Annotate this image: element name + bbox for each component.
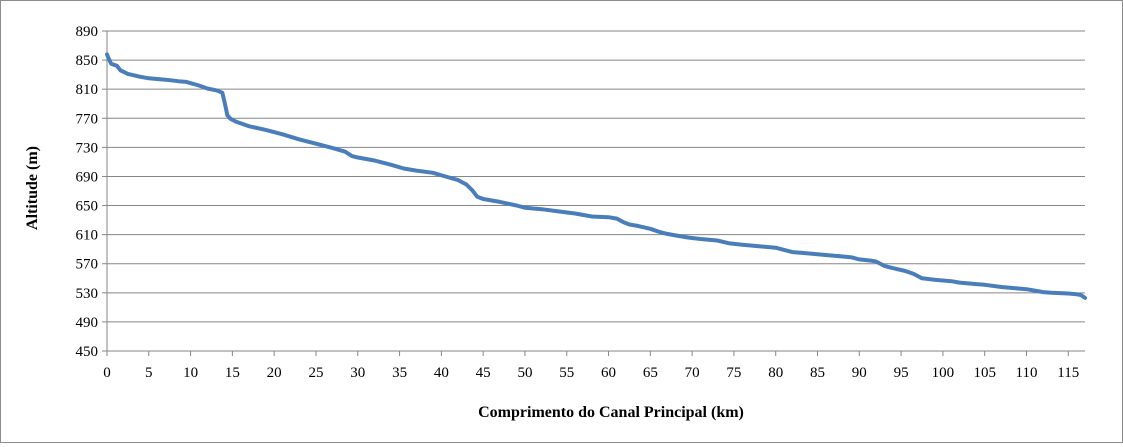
x-tick-label: 60 bbox=[601, 365, 616, 381]
x-tick-label: 115 bbox=[1057, 365, 1079, 381]
x-tick-label: 30 bbox=[350, 365, 365, 381]
x-tick-label: 20 bbox=[267, 365, 282, 381]
y-tick-label: 490 bbox=[76, 315, 99, 331]
x-tick-label: 75 bbox=[726, 365, 741, 381]
y-tick-label: 810 bbox=[76, 82, 99, 98]
x-tick-label: 0 bbox=[103, 365, 111, 381]
x-tick-label: 100 bbox=[932, 365, 955, 381]
x-axis-title: Comprimento do Canal Principal (km) bbox=[478, 404, 744, 421]
y-tick-label: 610 bbox=[76, 228, 99, 244]
x-tick-label: 25 bbox=[308, 365, 323, 381]
y-tick-label: 850 bbox=[76, 53, 99, 69]
y-tick-label: 730 bbox=[76, 140, 99, 156]
gridlines bbox=[107, 30, 1085, 352]
x-tick-label: 95 bbox=[894, 365, 909, 381]
y-tick-label: 650 bbox=[76, 199, 99, 215]
x-tick-label: 55 bbox=[559, 365, 574, 381]
y-tick-label: 530 bbox=[76, 286, 99, 302]
x-tick-label: 105 bbox=[973, 365, 996, 381]
series-line bbox=[105, 52, 1087, 300]
x-tick-label: 15 bbox=[225, 365, 240, 381]
x-tick-label: 10 bbox=[183, 365, 198, 381]
x-tick-label: 70 bbox=[685, 365, 700, 381]
x-tick-label: 5 bbox=[145, 365, 153, 381]
x-tick-label: 45 bbox=[476, 365, 491, 381]
y-tick-label: 690 bbox=[76, 169, 99, 185]
x-tick-label: 35 bbox=[392, 365, 407, 381]
y-tick-label: 570 bbox=[76, 257, 99, 273]
x-tick-label: 110 bbox=[1016, 365, 1038, 381]
axes: 450 490 530 570 610 650 690 730 770 810 850 890 0 5 10… bbox=[76, 24, 1085, 381]
x-tick-label: 80 bbox=[768, 365, 783, 381]
x-tick-label: 90 bbox=[852, 365, 867, 381]
y-tick-label: 890 bbox=[76, 24, 99, 40]
x-tick-label: 50 bbox=[517, 365, 532, 381]
y-tick-label: 450 bbox=[76, 344, 99, 360]
series-layer bbox=[105, 52, 1087, 300]
x-tick-label: 65 bbox=[643, 365, 658, 381]
y-tick-label: 770 bbox=[76, 111, 99, 127]
x-tick-label: 85 bbox=[810, 365, 825, 381]
x-tick-label: 40 bbox=[434, 365, 449, 381]
y-axis-title: Altitude (m) bbox=[24, 146, 41, 230]
